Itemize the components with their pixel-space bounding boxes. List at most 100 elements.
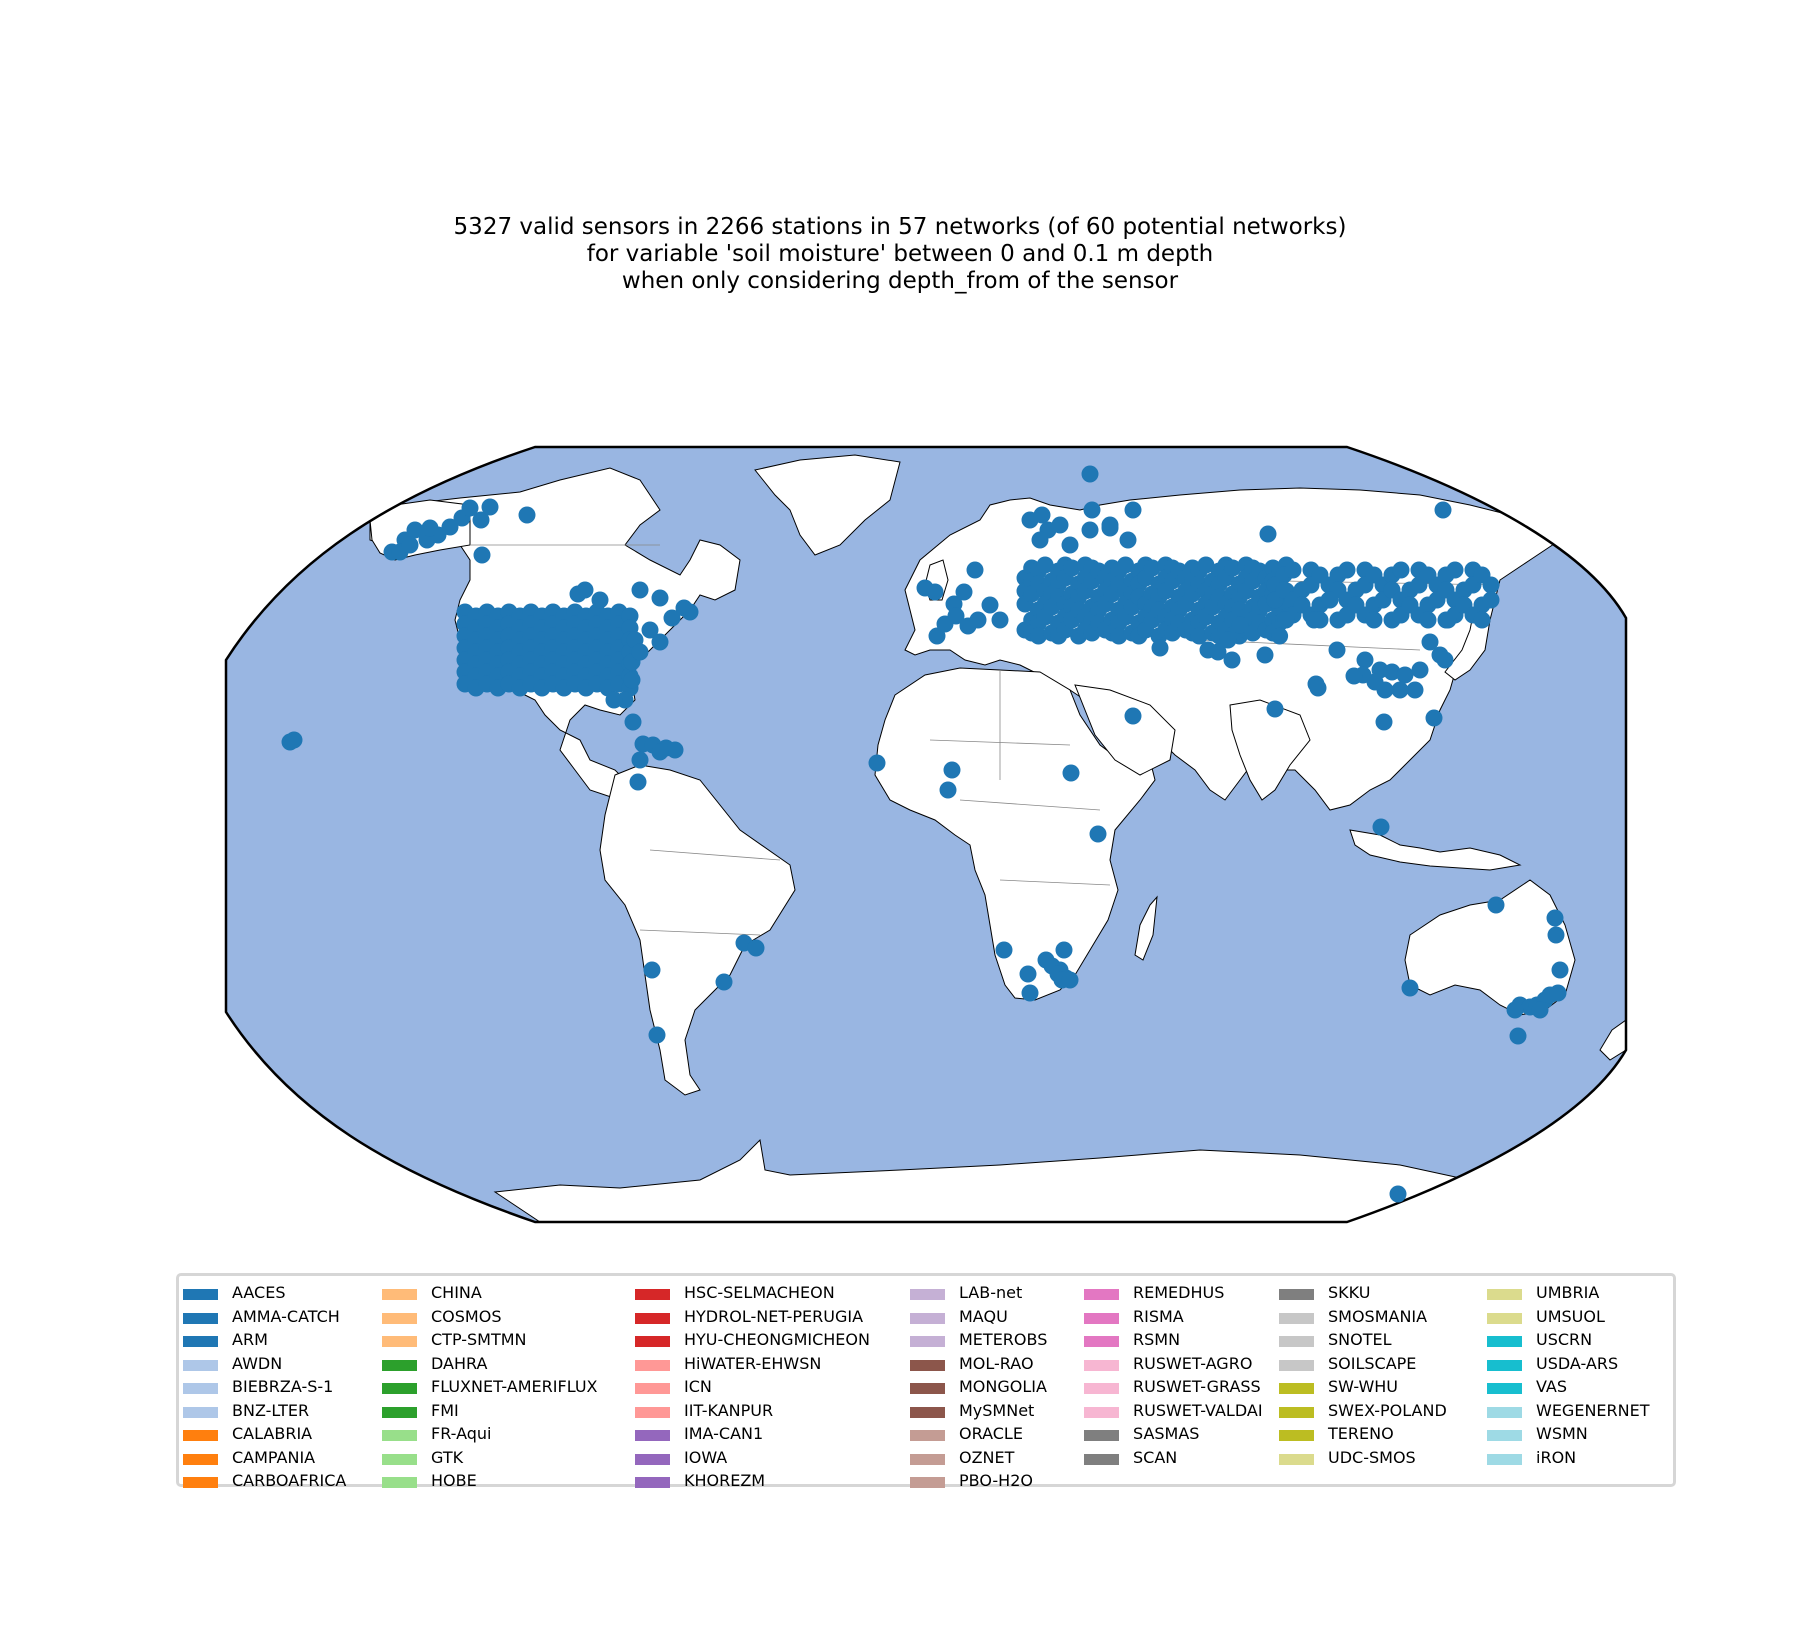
legend-swatch bbox=[1279, 1453, 1314, 1465]
station-marker bbox=[868, 754, 886, 772]
station-marker bbox=[1081, 465, 1099, 483]
station-marker bbox=[1328, 641, 1346, 659]
station-marker bbox=[1421, 633, 1439, 651]
title-line-2: for variable 'soil moisture' between 0 a… bbox=[586, 241, 1214, 267]
station-marker bbox=[1509, 1027, 1527, 1045]
station-marker bbox=[995, 941, 1013, 959]
legend-swatch bbox=[910, 1453, 945, 1465]
legend-swatch bbox=[382, 1336, 417, 1347]
legend-label: RUSWET-GRASS bbox=[1133, 1377, 1261, 1396]
legend-swatch bbox=[1487, 1406, 1522, 1418]
legend-swatch bbox=[910, 1289, 945, 1300]
legend-label: WEGENERNET bbox=[1536, 1400, 1650, 1420]
legend-label: COSMOS bbox=[431, 1306, 502, 1326]
india-land bbox=[1229, 699, 1311, 801]
new-zealand-land bbox=[1599, 1019, 1626, 1061]
legend-swatch bbox=[183, 1406, 218, 1418]
station-marker bbox=[1061, 536, 1079, 554]
legend-swatch bbox=[382, 1359, 417, 1371]
legend-swatch bbox=[1487, 1430, 1522, 1441]
legend-swatch bbox=[183, 1359, 218, 1371]
legend-swatch bbox=[635, 1312, 670, 1324]
title-line-3: when only considering depth_from of the … bbox=[621, 268, 1179, 294]
legend-swatch bbox=[183, 1477, 218, 1488]
legend-swatch bbox=[1084, 1453, 1119, 1465]
legend-label: ORACLE bbox=[959, 1424, 1023, 1443]
legend-label: USDA-ARS bbox=[1536, 1353, 1619, 1373]
station-marker bbox=[1197, 556, 1215, 574]
station-marker bbox=[1482, 591, 1500, 609]
legend-label: KHOREZM bbox=[684, 1471, 766, 1490]
legend-label: TERENO bbox=[1328, 1424, 1394, 1443]
legend-label: CARBOAFRICA bbox=[232, 1471, 347, 1490]
legend-label: UDC-SMOS bbox=[1328, 1447, 1416, 1467]
legend-label: SNOTEL bbox=[1328, 1330, 1392, 1349]
legend-swatch bbox=[635, 1359, 670, 1371]
legend-label: CHINA bbox=[431, 1283, 482, 1302]
legend-label: VAS bbox=[1536, 1377, 1568, 1396]
station-marker bbox=[1305, 611, 1323, 629]
legend-swatch bbox=[1279, 1359, 1314, 1371]
legend-swatch bbox=[910, 1336, 945, 1347]
station-marker bbox=[1372, 818, 1390, 836]
map-frame bbox=[224, 445, 1628, 1224]
station-marker bbox=[1019, 965, 1037, 983]
station-marker bbox=[651, 743, 669, 761]
station-marker bbox=[1434, 501, 1452, 519]
legend-swatch bbox=[1487, 1312, 1522, 1324]
network-legend: AACES AMMA-CATCH ARM AWDN BIEBRZA-S-1 BNZ-LTE… bbox=[176, 1273, 1676, 1490]
station-marker bbox=[1419, 611, 1437, 629]
station-marker bbox=[715, 973, 733, 991]
legend-swatch bbox=[635, 1383, 670, 1394]
arabia-land bbox=[1074, 684, 1176, 776]
legend-swatch bbox=[910, 1383, 945, 1394]
station-marker bbox=[648, 1026, 666, 1044]
station-marker bbox=[472, 511, 490, 529]
station-marker bbox=[943, 761, 961, 779]
station-marker bbox=[1338, 561, 1356, 579]
station-marker bbox=[518, 506, 536, 524]
station-marker bbox=[663, 609, 681, 627]
legend-label: MAQU bbox=[959, 1306, 1008, 1326]
legend-label: UMSUOL bbox=[1536, 1306, 1605, 1326]
station-marker bbox=[401, 536, 419, 554]
station-marker bbox=[1383, 663, 1401, 681]
legend-swatch bbox=[183, 1312, 218, 1324]
station-marker bbox=[441, 518, 459, 536]
station-marker bbox=[1031, 531, 1049, 549]
station-marker bbox=[1391, 681, 1409, 699]
station-marker bbox=[1365, 611, 1383, 629]
station-marker bbox=[1259, 525, 1277, 543]
legend-label: CTP-SMTMN bbox=[431, 1330, 527, 1349]
legend-label: RISMA bbox=[1133, 1306, 1184, 1326]
legend-label: USCRN bbox=[1536, 1330, 1593, 1349]
legend-label: HYU-CHEONGMICHEON bbox=[684, 1330, 870, 1349]
station-marker bbox=[285, 731, 303, 749]
legend-label: RUSWET-AGRO bbox=[1133, 1353, 1253, 1373]
station-marker bbox=[421, 519, 439, 537]
station-marker bbox=[1546, 909, 1564, 927]
station-marker bbox=[969, 611, 987, 629]
legend-label: FMI bbox=[431, 1400, 459, 1420]
station-marker bbox=[624, 713, 642, 731]
legend-swatch bbox=[910, 1406, 945, 1418]
station-marker bbox=[621, 607, 639, 625]
station-marker bbox=[1482, 576, 1500, 594]
station-marker bbox=[1389, 1185, 1407, 1203]
legend-label: iRON bbox=[1536, 1447, 1577, 1467]
legend-label: SOILSCAPE bbox=[1328, 1353, 1417, 1373]
legend-label: RSMN bbox=[1133, 1330, 1181, 1349]
station-marker bbox=[1271, 627, 1289, 645]
station-marker bbox=[1446, 561, 1464, 579]
station-marker bbox=[1110, 627, 1128, 645]
station-marker bbox=[651, 633, 669, 651]
legend-swatch bbox=[635, 1406, 670, 1418]
legend-label: MOL-RAO bbox=[959, 1353, 1034, 1373]
station-marker bbox=[1209, 643, 1227, 661]
station-marker bbox=[1284, 561, 1302, 579]
station-marker bbox=[1256, 646, 1274, 664]
station-marker bbox=[1029, 627, 1047, 645]
legend-label: HOBE bbox=[431, 1471, 477, 1490]
legend-label: BIEBRZA-S-1 bbox=[232, 1377, 334, 1396]
station-marker bbox=[926, 583, 944, 601]
